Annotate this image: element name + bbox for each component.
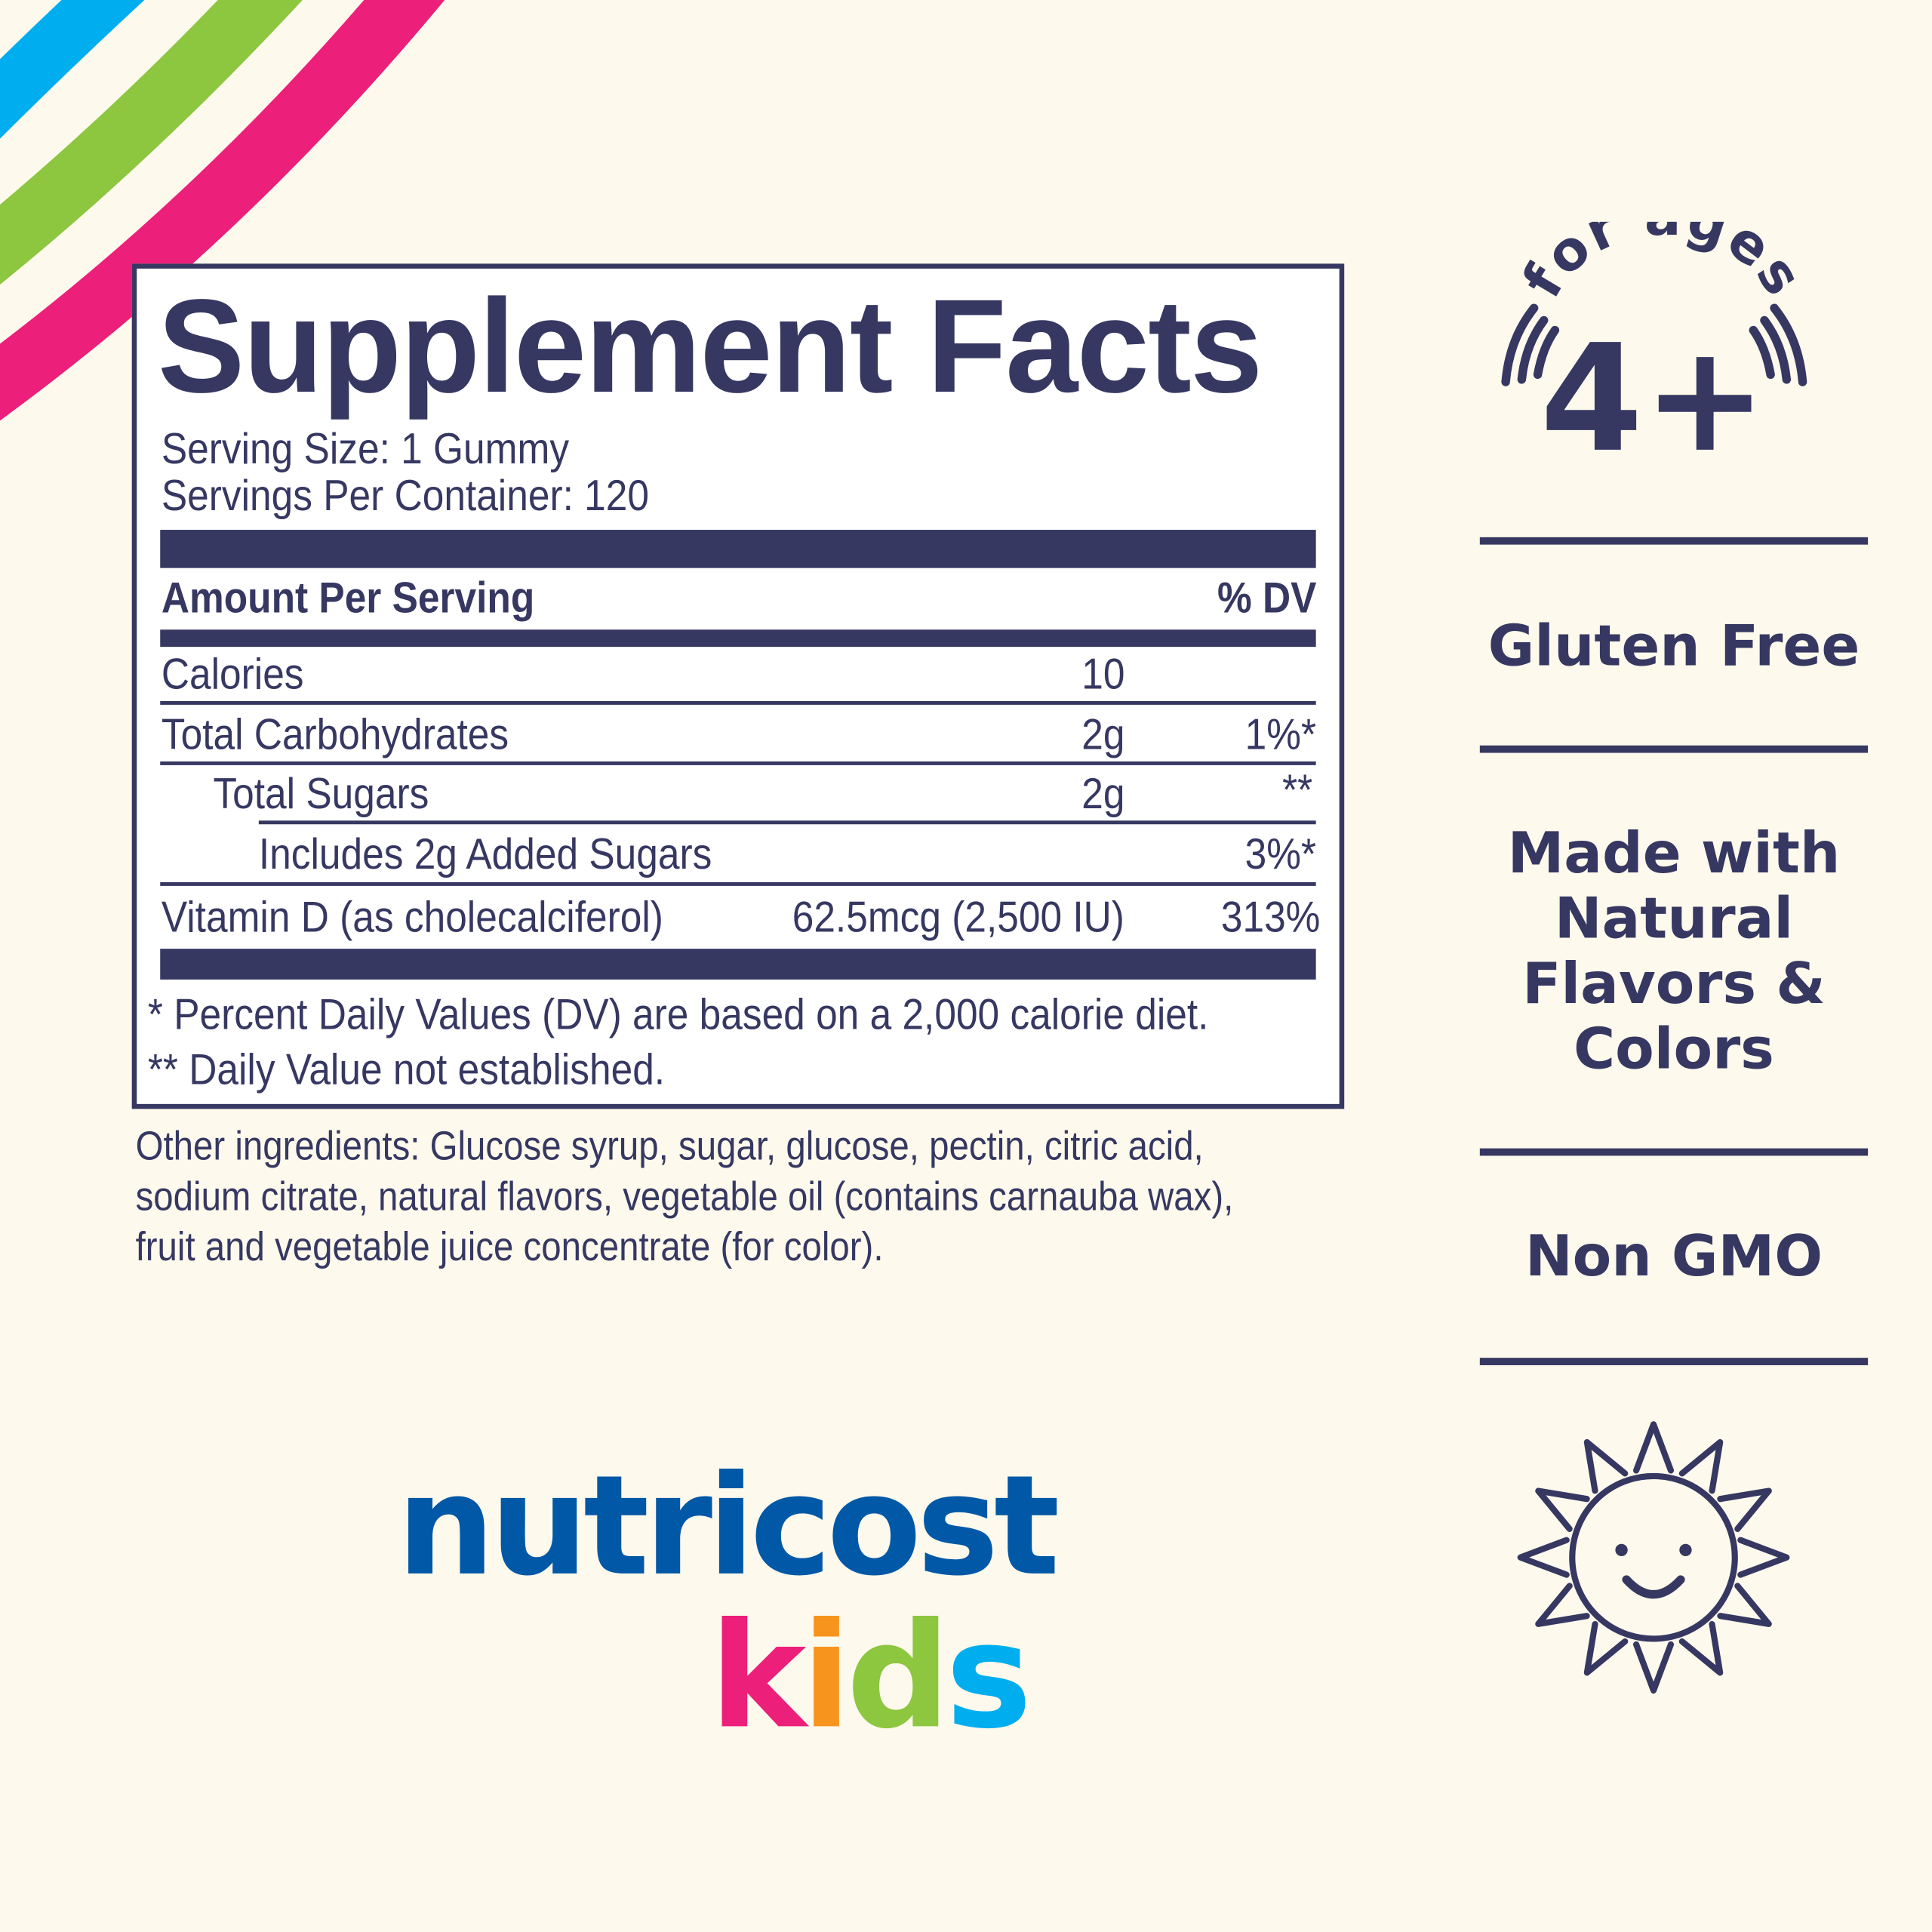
claim-line: Made with xyxy=(1507,819,1841,886)
kids-letter: d xyxy=(846,1590,951,1761)
row-divider xyxy=(160,761,1316,765)
row-name: Calories xyxy=(161,651,304,699)
ingredients-line: fruit and vegetable juice concentrate (f… xyxy=(135,1223,884,1269)
footnote-not-established: ** Daily Value not established. xyxy=(147,1046,666,1094)
facts-title: Supplement Facts xyxy=(157,271,1263,420)
row-divider xyxy=(258,820,1316,825)
sun-smile xyxy=(1622,1575,1685,1599)
age-badge-arc-text: for ages xyxy=(1510,222,1817,308)
other-ingredients: Other ingredients: Glucose syrup, sugar,… xyxy=(136,1120,1234,1272)
nutricost-logo: nutricost xyxy=(396,1446,1060,1607)
sun-eye xyxy=(1615,1543,1628,1557)
kids-logo: kids xyxy=(709,1595,1032,1757)
claim-line: Flavors & xyxy=(1522,949,1826,1017)
sun-eye xyxy=(1679,1543,1692,1557)
claim-gluten-free: Gluten Free xyxy=(1487,612,1860,679)
age-badge-number: 4+ xyxy=(1540,313,1767,468)
kids-letter: k xyxy=(709,1590,806,1761)
thick-divider xyxy=(160,949,1316,980)
row-dv: 313% xyxy=(1221,893,1321,942)
amount-header: Amount Per Serving xyxy=(161,574,535,623)
medium-divider xyxy=(160,629,1316,648)
sun-ray xyxy=(1517,1421,1790,1694)
sun-face xyxy=(1569,1472,1738,1642)
rainbow-stripes xyxy=(0,0,445,421)
row-dv: 1%* xyxy=(1244,711,1316,759)
ingredients-line: sodium citrate, natural flavors, vegetab… xyxy=(135,1173,1234,1219)
servings-per-container: Servings Per Container: 120 xyxy=(161,472,649,520)
row-dv: 3%* xyxy=(1244,830,1316,879)
kids-letter: s xyxy=(945,1590,1032,1761)
serving-size: Serving Size: 1 Gummy xyxy=(161,425,570,473)
row-name: Includes 2g Added Sugars xyxy=(258,830,712,879)
ingredients-line: Other ingredients: Glucose syrup, sugar,… xyxy=(135,1122,1204,1168)
divider-line xyxy=(1479,1148,1869,1156)
kids-letter: i xyxy=(801,1590,851,1761)
row-dv: ** xyxy=(1281,766,1312,815)
claim-line: Colors xyxy=(1574,1015,1774,1082)
divider-line xyxy=(1479,1358,1869,1365)
row-amount: 2g xyxy=(1081,711,1125,759)
smiling-sun-icon xyxy=(1517,1421,1790,1694)
stripe-green xyxy=(0,0,303,285)
row-amount: 62.5mcg (2,500 IU) xyxy=(792,893,1125,942)
thick-divider xyxy=(160,530,1316,568)
row-name: Total Carbohydrates xyxy=(161,711,509,759)
row-divider xyxy=(160,700,1316,705)
footnote-dv: * Percent Daily Values (DV) are based on… xyxy=(147,990,1209,1039)
dv-header: % DV xyxy=(1217,574,1316,623)
claim-natural-flavors: Made with Natural Flavors & Colors xyxy=(1480,820,1868,1081)
stripe-blue xyxy=(0,0,145,139)
stripe-pink xyxy=(0,0,445,421)
divider-line xyxy=(1479,537,1869,545)
row-name: Total Sugars xyxy=(213,770,429,819)
claim-line: Natural xyxy=(1554,884,1794,952)
motion-lines-icon xyxy=(1501,303,1807,386)
row-amount: 10 xyxy=(1081,651,1125,699)
row-divider xyxy=(160,881,1316,886)
age-badge: for ages 4+ xyxy=(1501,222,1817,468)
row-name: Vitamin D (as cholecalciferol) xyxy=(161,893,663,942)
row-amount: 2g xyxy=(1081,770,1125,819)
claim-non-gmo: Non GMO xyxy=(1524,1222,1823,1289)
divider-line xyxy=(1479,745,1869,753)
